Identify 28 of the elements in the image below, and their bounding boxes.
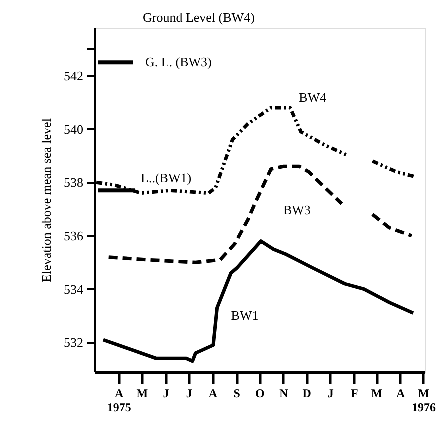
x-tick-label: O [255,386,265,400]
x-tick-label: J [186,386,192,400]
y-tick-label: 534 [64,282,84,297]
x-tick-label: N [280,386,289,400]
x-tick-label: J [163,386,170,400]
y-tick-label: 540 [64,122,84,137]
x-tick-label: S [234,386,241,400]
x-tick-label: J [328,386,334,400]
x-tick-label: D [302,386,312,400]
series-label: BW4 [299,90,328,105]
series-label: L..(BW1) [141,170,192,186]
series-label: BW3 [283,202,311,218]
x-tick-label: M [371,386,383,400]
series-label: G. L. (BW3) [145,54,212,70]
y-tick-label: 538 [64,175,84,190]
x-tick-label: A [396,386,406,400]
series-label: BW1 [231,308,259,323]
x-tick-label: F [351,386,358,400]
text: Ground Level (BW4) [143,10,255,25]
y-axis-title: Elevation above mean sea level [39,118,54,282]
x-tick-label: A 1975 [107,386,132,414]
x-tick-label: A [208,386,218,400]
x-tick-label: M [136,386,148,400]
line-series [102,240,416,364]
y-tick-label: 542 [64,68,84,84]
x-tick-label: M 1976 [412,386,436,414]
y-tick-label: 532 [64,335,84,350]
y-tick-label: 536 [64,228,84,244]
